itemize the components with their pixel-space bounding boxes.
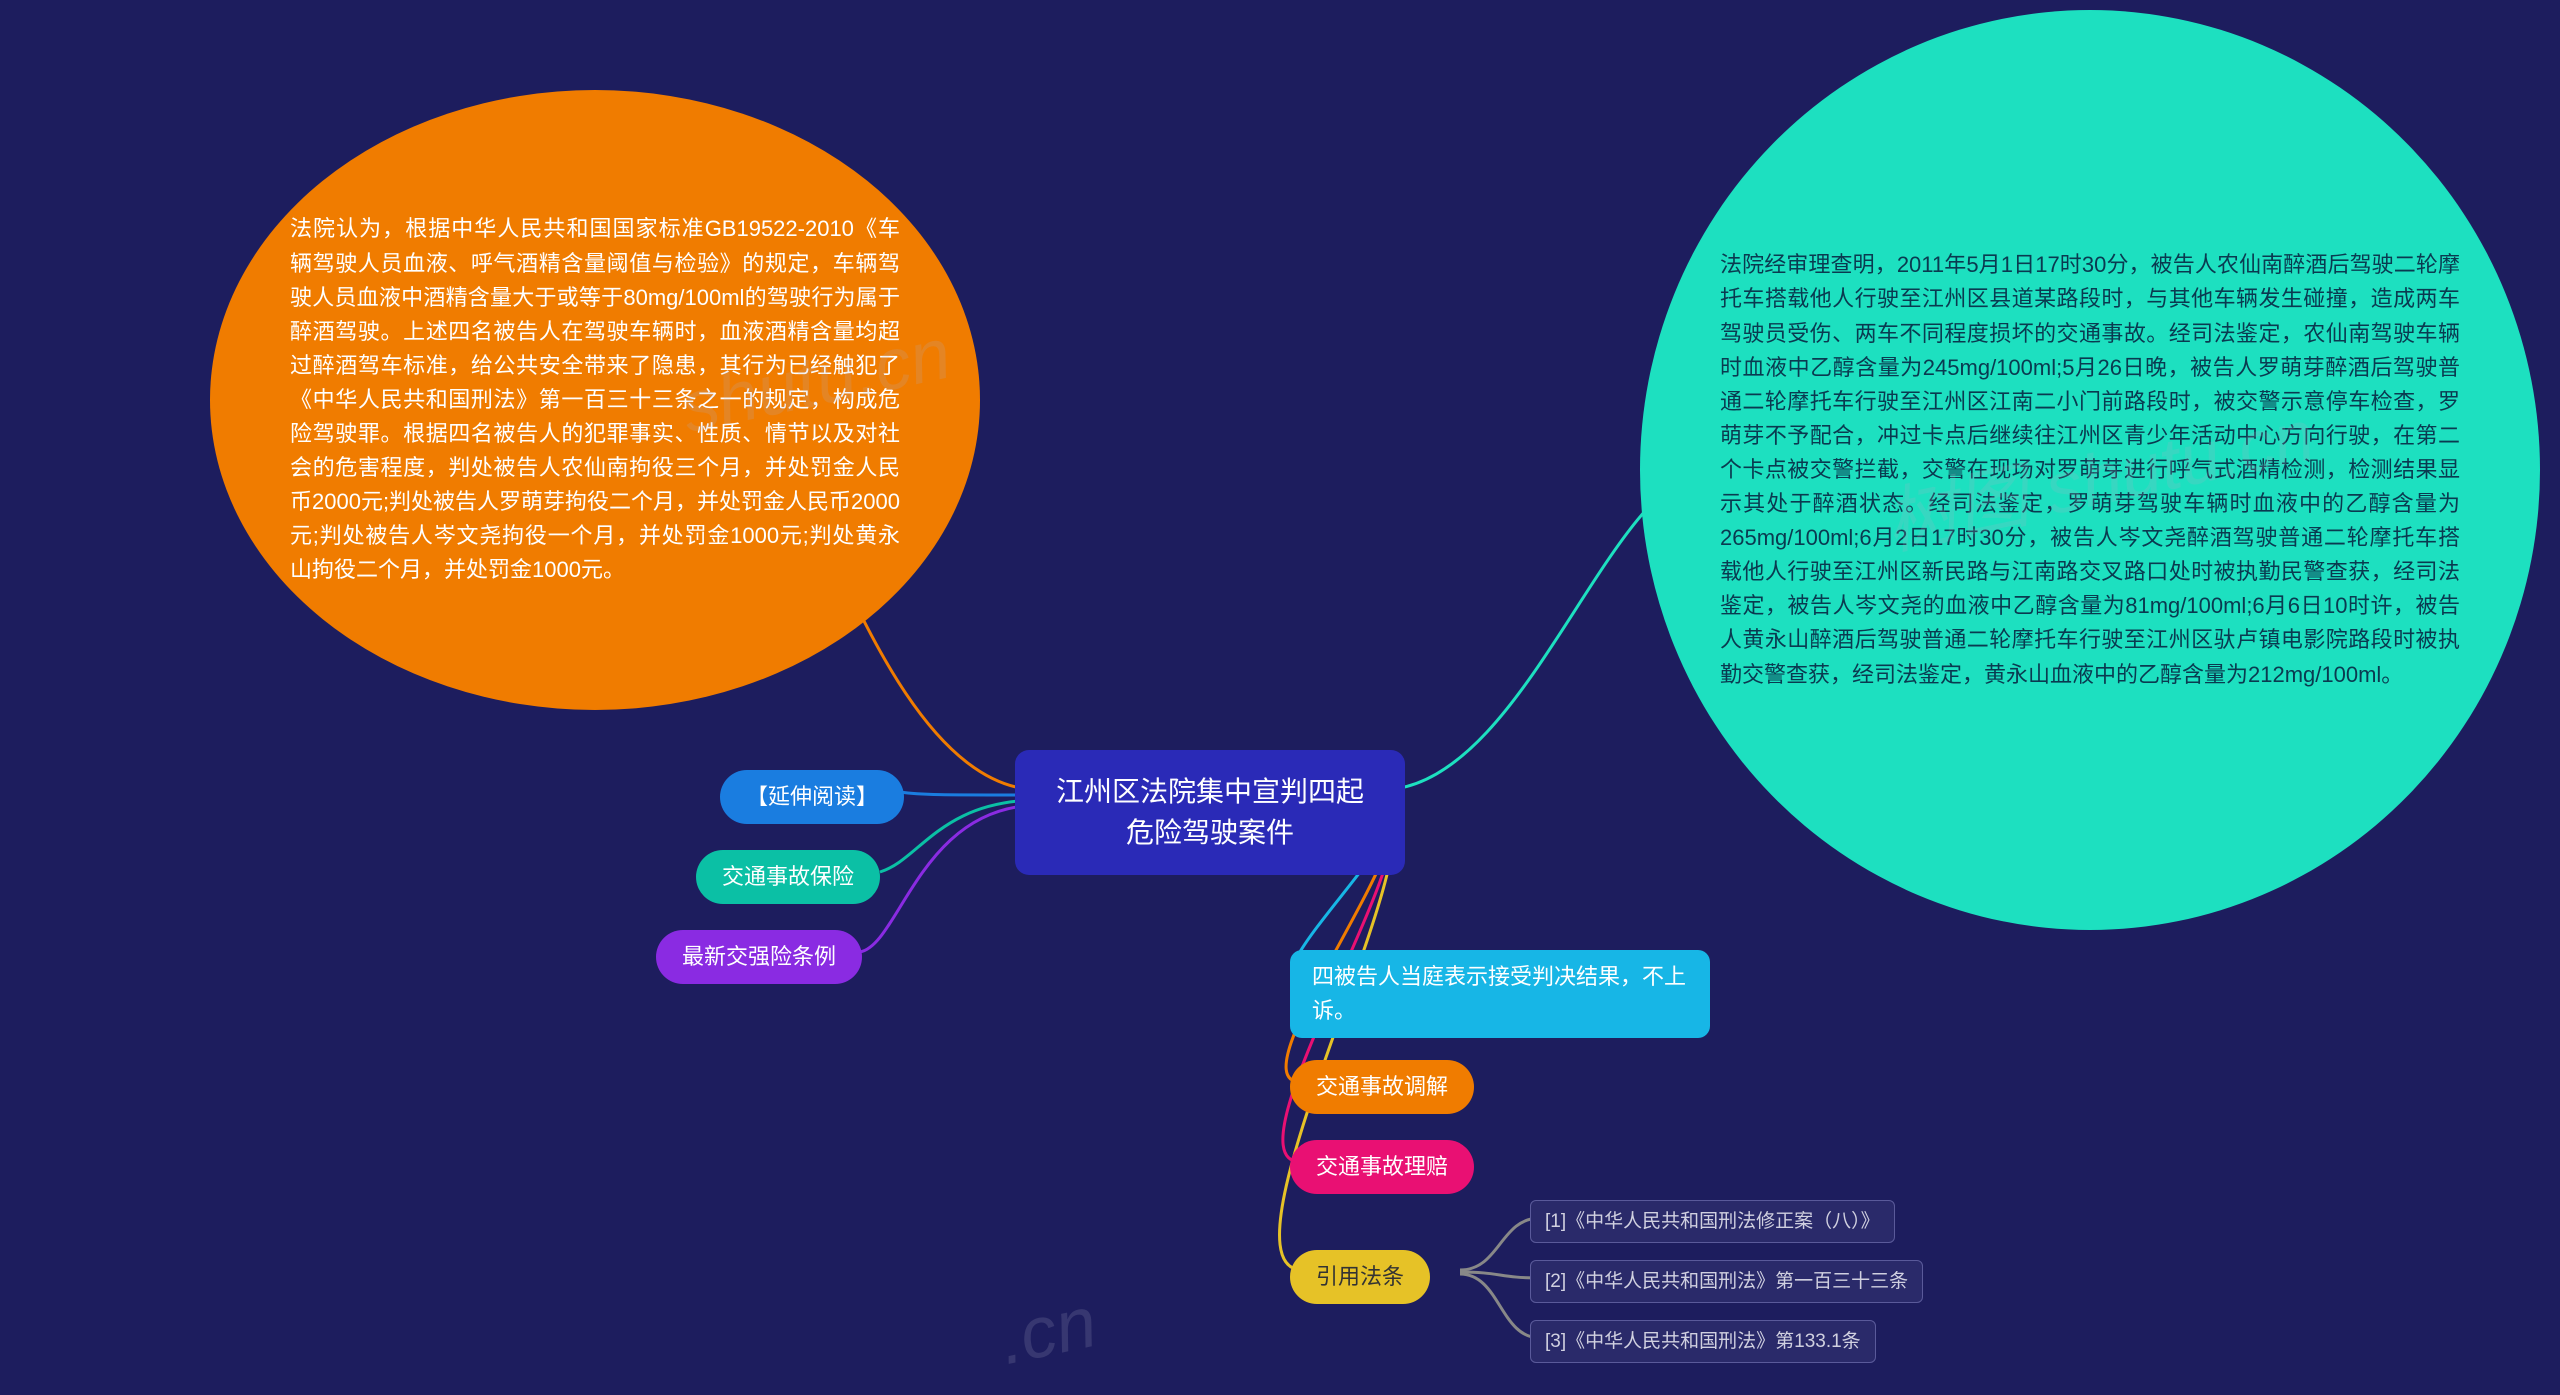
left-pill-2[interactable]: 最新交强险条例 (656, 930, 862, 984)
watermark-2: .cn (993, 1281, 1104, 1381)
left-pill-1[interactable]: 交通事故保险 (696, 850, 880, 904)
law-ref-0[interactable]: [1]《中华人民共和国刑法修正案（八）》 (1530, 1200, 1895, 1243)
right-node-3[interactable]: 引用法条 (1290, 1250, 1430, 1304)
right-node-0[interactable]: 四被告人当庭表示接受判决结果，不上诉。 (1290, 950, 1710, 1038)
case-facts-text: 法院经审理查明，2011年5月1日17时30分，被告人农仙南醉酒后驾驶二轮摩托车… (1720, 248, 2460, 691)
root-node[interactable]: 江州区法院集中宣判四起危险驾驶案件 (1015, 750, 1405, 875)
right-node-1[interactable]: 交通事故调解 (1290, 1060, 1474, 1114)
law-ref-2[interactable]: [3]《中华人民共和国刑法》第133.1条 (1530, 1320, 1876, 1363)
law-ref-1[interactable]: [2]《中华人民共和国刑法》第一百三十三条 (1530, 1260, 1923, 1303)
branch-case-facts[interactable]: 法院经审理查明，2011年5月1日17时30分，被告人农仙南醉酒后驾驶二轮摩托车… (1640, 10, 2540, 930)
court-opinion-text: 法院认为，根据中华人民共和国国家标准GB19522-2010《车辆驾驶人员血液、… (290, 212, 900, 587)
right-node-2[interactable]: 交通事故理赔 (1290, 1140, 1474, 1194)
branch-court-opinion[interactable]: 法院认为，根据中华人民共和国国家标准GB19522-2010《车辆驾驶人员血液、… (210, 90, 980, 710)
left-pill-0[interactable]: 【延伸阅读】 (720, 770, 904, 824)
